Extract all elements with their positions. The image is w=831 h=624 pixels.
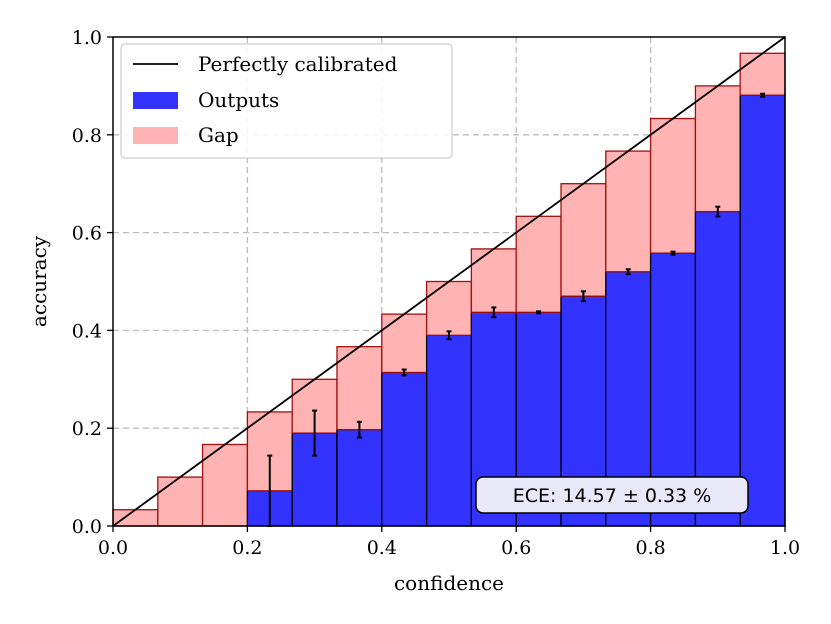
diagonal-line [112,36,786,527]
error-bar-14 [760,92,766,98]
ece-annotation-box [475,476,749,514]
error-bar-8 [491,306,497,319]
gap-bar-1 [157,476,204,527]
y-tick-label: 0.6 [72,223,102,245]
gap-bar-7 [425,280,473,336]
error-bar-11 [625,268,631,276]
output-bar-7 [425,334,473,527]
gap-bar-10 [560,183,607,297]
gap-bar-6 [381,313,428,374]
legend-gap-swatch [133,127,178,144]
gap-bar-5 [336,346,383,431]
error-bar-9 [536,310,542,315]
x-tick-label: 0.0 [98,537,128,559]
gap-bar-11 [605,150,652,273]
legend-label-gap: Gap [198,123,239,147]
plot-frame [112,36,786,527]
x-tick-label: 1.0 [770,537,800,559]
axis-ticks: 0.00.0 0.2 0.2 0.4 0.4 0.6 0.6 0.8 0.8 1.0 1.0 [72,27,800,559]
y-tick-label: 1.0 [72,27,102,49]
error-bar-5 [356,420,362,439]
x-tick-label: 0.6 [501,537,531,559]
gap-bar-0 [112,509,159,527]
error-bar-7 [446,330,452,341]
y-tick-label: 0.4 [72,320,102,342]
x-tick-label: 0.2 [232,537,262,559]
error-bar-13 [715,205,721,218]
y-tick-label: 0.2 [72,418,102,440]
ece-annotation-text: ECE: 14.57 ± 0.33 % [513,485,712,507]
gap-bar-8 [470,248,517,313]
error-bar-12 [670,250,676,256]
error-bars [267,92,766,527]
legend-label-perfectly-calibrated: Perfectly calibrated [198,52,398,76]
output-bar-14 [739,94,786,527]
legend: Perfectly calibrated Outputs Gap [120,43,453,159]
ece-annotation: ECE: 14.57 ± 0.33 % [475,476,749,514]
error-bar-6 [401,368,407,377]
error-bar-4 [312,409,318,457]
legend-label-outputs: Outputs [198,88,279,112]
y-axis-label: accuracy [27,235,51,327]
y-tick-label: 0.0 [72,516,102,538]
x-tick-label: 0.4 [367,537,397,559]
x-axis-label: confidence [394,571,504,595]
x-tick-label: 0.8 [635,537,665,559]
perfect-calibration-line [112,36,786,527]
gap-bar-9 [515,215,562,313]
y-tick-label: 0.8 [72,125,102,147]
gap-bar-12 [649,117,697,254]
output-bar-6 [381,371,428,527]
output-bar-5 [336,429,383,527]
bars [112,52,786,527]
legend-box [120,43,453,159]
error-bar-10 [580,290,586,303]
gap-bar-14 [739,52,786,96]
legend-outputs-swatch [133,92,178,109]
gap-bar-13 [694,85,741,213]
